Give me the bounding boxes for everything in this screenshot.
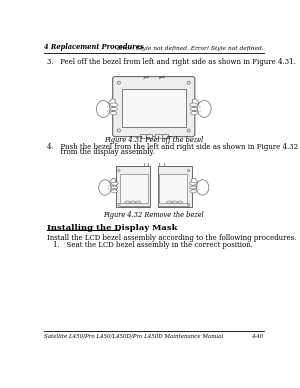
- Bar: [161, 133, 168, 138]
- Text: Satellite L450/Pro L450/L450D/Pro L450D Maintenance Manual: Satellite L450/Pro L450/L450D/Pro L450D …: [44, 334, 223, 339]
- FancyBboxPatch shape: [113, 76, 195, 137]
- Text: 3.   Peel off the bezel from left and right side as shown in Figure 4.31.: 3. Peel off the bezel from left and righ…: [47, 58, 296, 66]
- Bar: [155, 133, 161, 138]
- Ellipse shape: [110, 103, 118, 106]
- Ellipse shape: [190, 107, 197, 111]
- Ellipse shape: [111, 186, 118, 189]
- Ellipse shape: [190, 103, 197, 106]
- Text: 4-40: 4-40: [251, 334, 264, 339]
- Text: Error! Style not defined. Error! Style not defined.: Error! Style not defined. Error! Style n…: [116, 46, 264, 51]
- Text: Installing the Display Mask: Installing the Display Mask: [47, 223, 177, 232]
- Ellipse shape: [197, 100, 211, 118]
- Polygon shape: [108, 99, 115, 106]
- Text: 4 Replacement Procedures: 4 Replacement Procedures: [44, 43, 143, 51]
- Text: Figure 4.32 Remove the bezel: Figure 4.32 Remove the bezel: [103, 211, 204, 219]
- Bar: [120, 173, 148, 203]
- Polygon shape: [110, 178, 116, 184]
- Bar: [140, 133, 146, 138]
- Polygon shape: [116, 166, 150, 208]
- Ellipse shape: [111, 182, 118, 185]
- Text: from the display assembly.: from the display assembly.: [47, 148, 155, 156]
- Text: Install the LCD bezel assembly according to the following procedures.: Install the LCD bezel assembly according…: [47, 234, 296, 242]
- Ellipse shape: [190, 190, 196, 193]
- Ellipse shape: [96, 100, 110, 118]
- Bar: [146, 133, 152, 138]
- Polygon shape: [158, 166, 192, 208]
- Polygon shape: [192, 178, 198, 184]
- Ellipse shape: [190, 111, 197, 115]
- Ellipse shape: [111, 190, 117, 193]
- Text: Figure 4.31 Peel off the bezel: Figure 4.31 Peel off the bezel: [104, 136, 203, 144]
- Text: 4.   Push the bezel from the left and right side as shown in Figure 4.32 and rem: 4. Push the bezel from the left and righ…: [47, 143, 300, 151]
- Ellipse shape: [110, 107, 117, 111]
- Bar: [122, 89, 185, 127]
- Ellipse shape: [189, 182, 197, 185]
- Ellipse shape: [196, 180, 209, 195]
- Text: 1.   Seat the LCD bezel assembly in the correct position.: 1. Seat the LCD bezel assembly in the co…: [53, 241, 253, 249]
- Bar: [159, 173, 187, 203]
- Polygon shape: [192, 99, 199, 106]
- Ellipse shape: [190, 186, 196, 189]
- Ellipse shape: [99, 180, 111, 195]
- Ellipse shape: [110, 111, 117, 115]
